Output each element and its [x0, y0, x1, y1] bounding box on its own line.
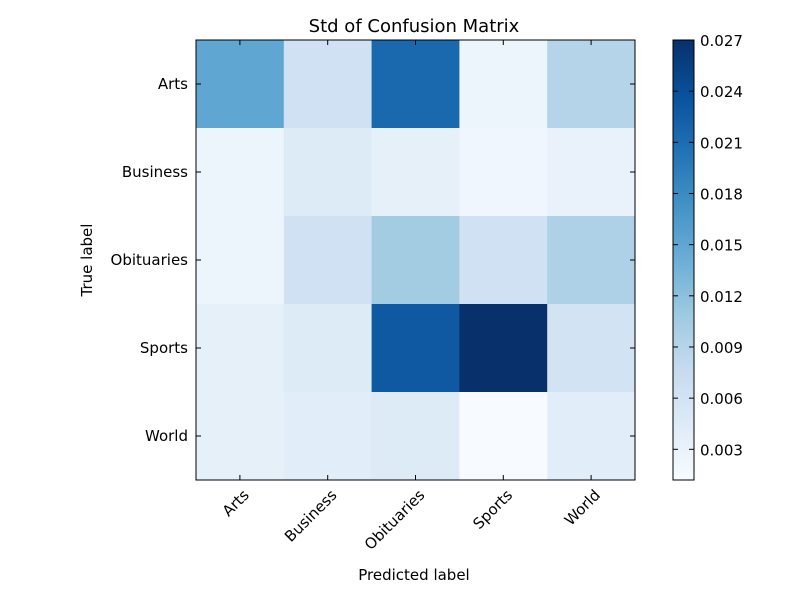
colorbar-tick-label: 0.015 [700, 237, 743, 255]
colorbar-tick-label: 0.012 [700, 288, 743, 306]
colorbar-tick-label: 0.027 [700, 32, 743, 50]
colorbar-ticks: 0.003 0.006 0.009 0.012 0.015 0.018 0.021 0.024… [673, 32, 743, 459]
colorbar-tick-label: 0.003 [700, 441, 743, 459]
heatmap-cell [371, 304, 460, 393]
heatmap-cell [371, 392, 460, 481]
heatmap-cell [459, 216, 548, 305]
y-tick-label: Arts [158, 75, 188, 93]
heatmap-cell [459, 128, 548, 217]
heatmap-cell [196, 304, 285, 393]
heatmap-cells [196, 40, 636, 481]
heatmap-cell [547, 304, 636, 393]
y-tick-label: Obituaries [111, 251, 189, 269]
colorbar-tick-label: 0.009 [700, 339, 743, 357]
heatmap-cell [371, 128, 460, 217]
heatmap-cell [283, 128, 373, 217]
y-tick-label: World [145, 427, 188, 445]
colorbar-tick-label: 0.006 [700, 390, 743, 408]
heatmap-cell [283, 304, 373, 393]
heatmap-cell [196, 216, 285, 305]
heatmap-cell [196, 40, 285, 129]
heatmap-cell [547, 392, 636, 481]
chart-title: Std of Confusion Matrix [309, 16, 520, 37]
heatmap-cell [547, 128, 636, 217]
y-tick-label: Sports [140, 339, 188, 357]
colorbar [672, 39, 695, 481]
x-axis-label: Predicted label [358, 566, 469, 584]
heatmap-cell [283, 392, 373, 481]
colorbar-tick-label: 0.021 [700, 134, 743, 152]
heatmap-cell [371, 216, 460, 305]
y-axis-label: True label [78, 224, 96, 298]
y-axis-ticks: Arts Business Obituaries Sports World [111, 75, 635, 445]
heatmap-cell [283, 216, 373, 305]
heatmap-cell [196, 128, 285, 217]
heatmap-cell [196, 392, 285, 481]
colorbar-tick-label: 0.018 [700, 185, 743, 203]
heatmap-cell [459, 40, 548, 129]
heatmap-cell [371, 40, 460, 129]
colorbar-tick-label: 0.024 [700, 83, 743, 101]
y-tick-label: Business [122, 163, 188, 181]
heatmap-cell [459, 304, 548, 393]
heatmap-cell [459, 392, 548, 481]
heatmap-cell [283, 40, 373, 129]
heatmap-cell [547, 216, 636, 305]
heatmap-cell [547, 40, 636, 129]
